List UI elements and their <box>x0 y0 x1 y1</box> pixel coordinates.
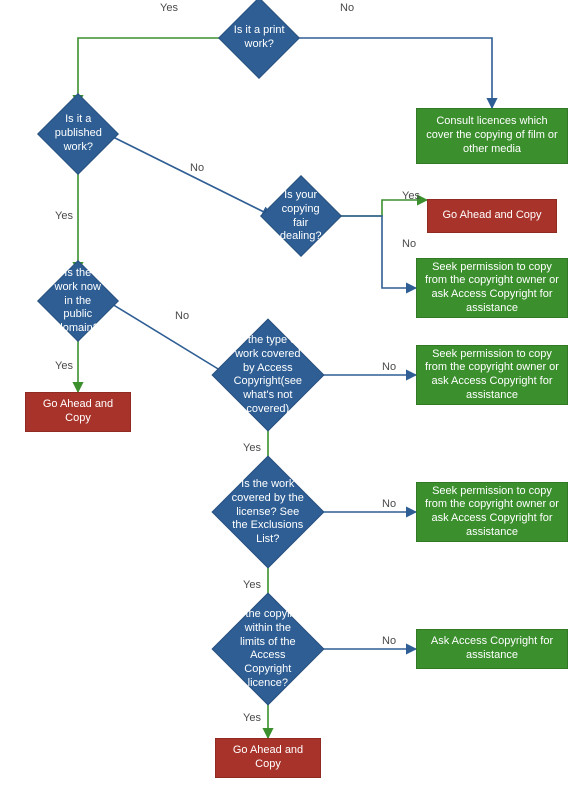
flowchart-canvas: Is it a print work? Is it a published wor… <box>0 0 588 802</box>
decision-d_limits: Is the copying within the limits of the … <box>211 592 324 705</box>
node-label: Is the work now in the public domain? <box>50 265 106 338</box>
action-r_go3: Go Ahead and Copy <box>215 738 321 778</box>
edge-label: Yes <box>55 360 73 372</box>
decision-d_pub: Is it a published work? <box>37 93 119 175</box>
edge-label: Yes <box>402 190 420 202</box>
node-label: Is your copying fair dealing? <box>273 187 329 246</box>
decision-d_fair: Is your copying fair dealing? <box>260 175 342 257</box>
edge-label: Yes <box>243 579 261 591</box>
node-label: Is it a print work? <box>231 22 287 53</box>
action-r_consult: Consult licences which cover the copying… <box>416 108 568 164</box>
node-label: Is the copying within the limits of the … <box>229 606 307 693</box>
edge-label: No <box>175 310 189 322</box>
decision-d_public: Is the work now in the public domain? <box>37 260 119 342</box>
node-label: Is the work covered by the license? See … <box>229 476 307 549</box>
decision-d_print: Is it a print work? <box>218 0 300 79</box>
edge-label: No <box>382 635 396 647</box>
node-label: Is the type of work covered by Access Co… <box>229 332 307 419</box>
edge-label: No <box>190 162 204 174</box>
edge-label: No <box>382 498 396 510</box>
action-r_ask: Ask Access Copyright for assistance <box>416 629 568 669</box>
action-r_go2: Go Ahead and Copy <box>25 392 131 432</box>
edge-label: Yes <box>160 2 178 14</box>
edge-label: Yes <box>243 442 261 454</box>
edge-label: Yes <box>55 210 73 222</box>
action-r_seek1: Seek permission to copy from the copyrig… <box>416 258 568 318</box>
action-r_go1: Go Ahead and Copy <box>427 199 557 233</box>
edge-label: No <box>402 238 416 250</box>
edge-label: No <box>340 2 354 14</box>
node-label: Is it a published work? <box>50 111 106 156</box>
action-r_seek2: Seek permission to copy from the copyrig… <box>416 345 568 405</box>
edge-label: No <box>382 361 396 373</box>
decision-d_covered: Is the type of work covered by Access Co… <box>211 318 324 431</box>
edge-label: Yes <box>243 712 261 724</box>
action-r_seek3: Seek permission to copy from the copyrig… <box>416 482 568 542</box>
decision-d_license: Is the work covered by the license? See … <box>211 455 324 568</box>
